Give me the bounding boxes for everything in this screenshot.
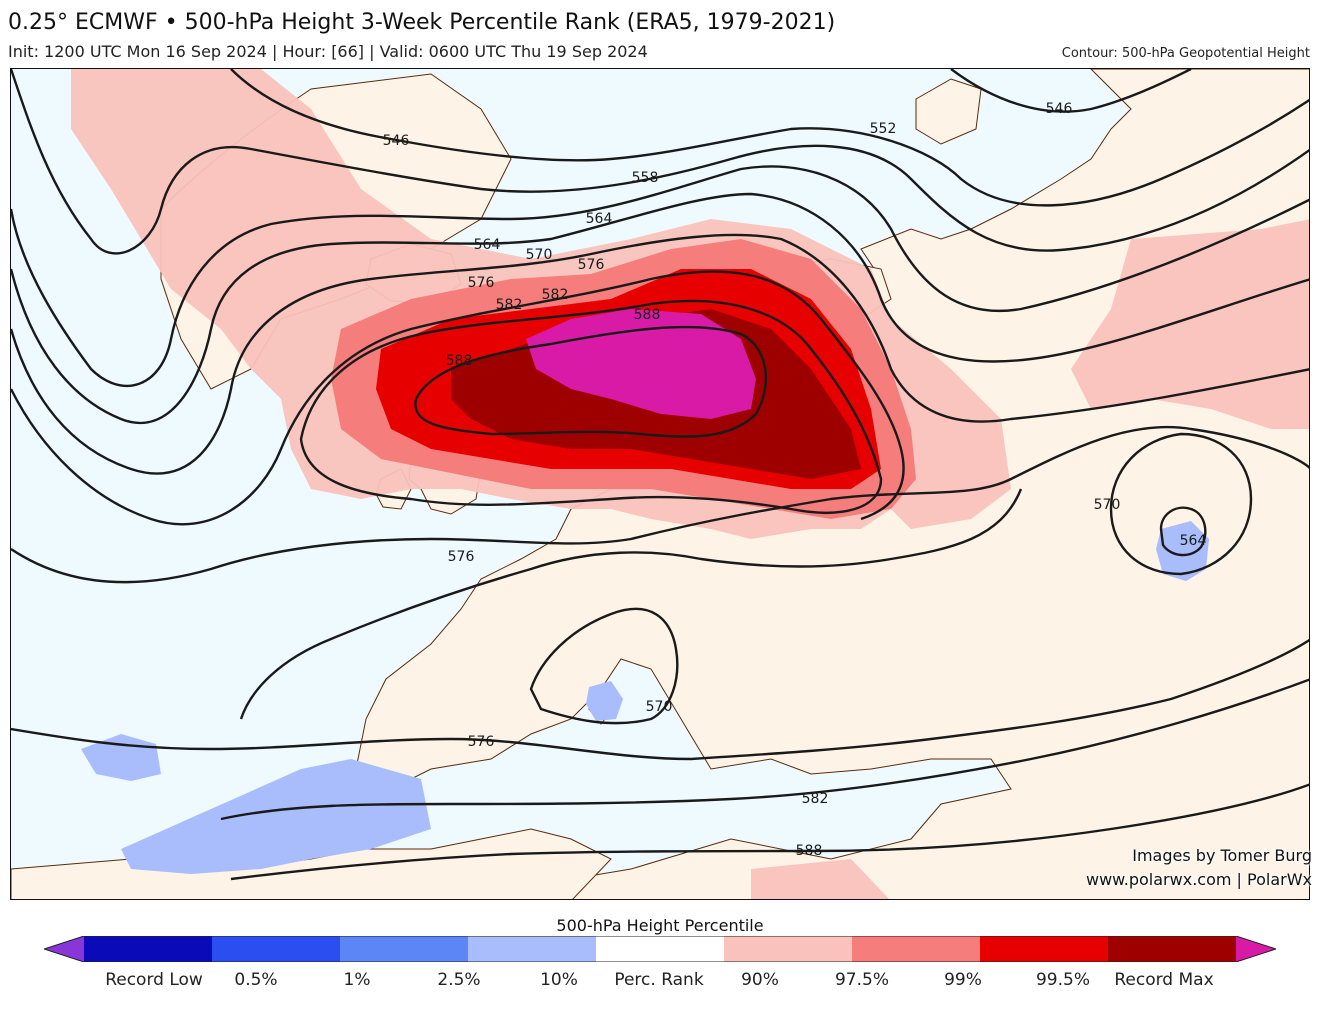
contour-546-arctic [950, 69, 1192, 113]
contour-label: 588 [796, 843, 823, 859]
contour-570-caspian [1109, 432, 1253, 576]
contour-label: 576 [448, 549, 475, 565]
colorbar-label: 0.5% [234, 970, 278, 990]
colorbar-labels: Record Low 0.5% 1% 2.5% 10% Perc. Rank 9… [0, 970, 1320, 994]
contour-588 [414, 325, 767, 438]
pct-10-area-caspian [1156, 521, 1209, 581]
pct-10-area-africa [121, 759, 431, 874]
colorbar-label: Record Low [105, 970, 203, 990]
contour-label: 564 [474, 237, 501, 253]
contour-570-italy [529, 607, 679, 725]
contour-label: 552 [870, 121, 897, 137]
contour-label: 582 [542, 287, 569, 303]
svalbard-land [915, 78, 982, 145]
contour-564 [11, 192, 1309, 425]
contour-576-med [239, 488, 1023, 720]
colorbar-label: 1% [343, 970, 371, 990]
colorbar-segment [1108, 936, 1237, 962]
pct-90-area-south [751, 859, 890, 899]
contour-576-south [11, 425, 1309, 584]
pct-90-area-east [1071, 219, 1309, 429]
colorbar-segment [468, 936, 597, 962]
colorbar-label: 2.5% [437, 970, 481, 990]
contour-576-north [11, 270, 905, 526]
colorbar-label: Perc. Rank [614, 970, 704, 990]
contour-564-caspian [1159, 506, 1207, 557]
contour-582 [299, 299, 883, 514]
contour-label: 576 [578, 257, 605, 273]
colorbar-segment [980, 936, 1109, 962]
colorbar-segment [340, 936, 469, 962]
credit-website: www.polarwx.com | PolarWx [1085, 870, 1312, 889]
contour-582-south [220, 678, 1309, 821]
contour-label: 564 [1180, 533, 1207, 549]
contour-570 [11, 233, 1309, 475]
colorbar-label: 99.5% [1035, 970, 1091, 990]
contour-576-africa [11, 638, 1309, 761]
contour-layer [11, 69, 1309, 881]
map-svg: 546 546 552 558 564 564 570 576 576 582 … [11, 69, 1309, 899]
contour-label: 570 [526, 247, 553, 263]
colorbar-label: 90% [741, 970, 779, 990]
contour-note: Contour: 500-hPa Geopotential Height [1061, 46, 1310, 61]
colorbar-label: 99% [944, 970, 982, 990]
credit-author: Images by Tomer Burg [1132, 846, 1312, 865]
contour-label: 546 [1046, 101, 1073, 117]
contour-label: 570 [1094, 497, 1121, 513]
map-panel: 546 546 552 558 564 564 570 576 576 582 … [10, 68, 1310, 900]
chart-subtitle: Init: 1200 UTC Mon 16 Sep 2024 | Hour: [… [8, 42, 648, 61]
chart-title: 0.25° ECMWF • 500-hPa Height 3-Week Perc… [8, 10, 836, 35]
contour-label: 546 [383, 133, 410, 149]
colorbar-label: Record Max [1114, 970, 1214, 990]
colorbar-label: 97.5% [834, 970, 890, 990]
contour-546-west [230, 69, 1309, 207]
record-max-area [526, 309, 756, 419]
colorbar-segment [212, 936, 341, 962]
contour-label: 582 [802, 791, 829, 807]
colorbar-segment [724, 936, 853, 962]
contour-label-layer: 546 546 552 558 564 564 570 576 576 582 … [383, 101, 1207, 859]
colorbar-segment-record-low [44, 936, 84, 962]
contour-label: 588 [446, 353, 473, 369]
contour-label: 570 [646, 699, 673, 715]
contour-588-south [230, 783, 1309, 881]
colorbar [44, 936, 1276, 962]
colorbar-segment [852, 936, 981, 962]
colorbar-label: 10% [540, 970, 578, 990]
contour-label: 576 [468, 734, 495, 750]
contour-label: 588 [634, 307, 661, 323]
colorbar-segment-record-max [1236, 936, 1276, 962]
colorbar-segment [596, 936, 725, 962]
contour-552 [11, 69, 1309, 255]
contour-558 [11, 165, 1309, 387]
contour-label: 582 [496, 297, 523, 313]
colorbar-segments [44, 936, 1276, 962]
contour-label: 558 [632, 170, 659, 186]
colorbar-title: 500-hPa Height Percentile [556, 916, 764, 935]
contour-label: 576 [468, 275, 495, 291]
colorbar-segment [84, 936, 213, 962]
pct-10-area-sardinia [586, 681, 623, 721]
contour-label: 564 [586, 211, 613, 227]
